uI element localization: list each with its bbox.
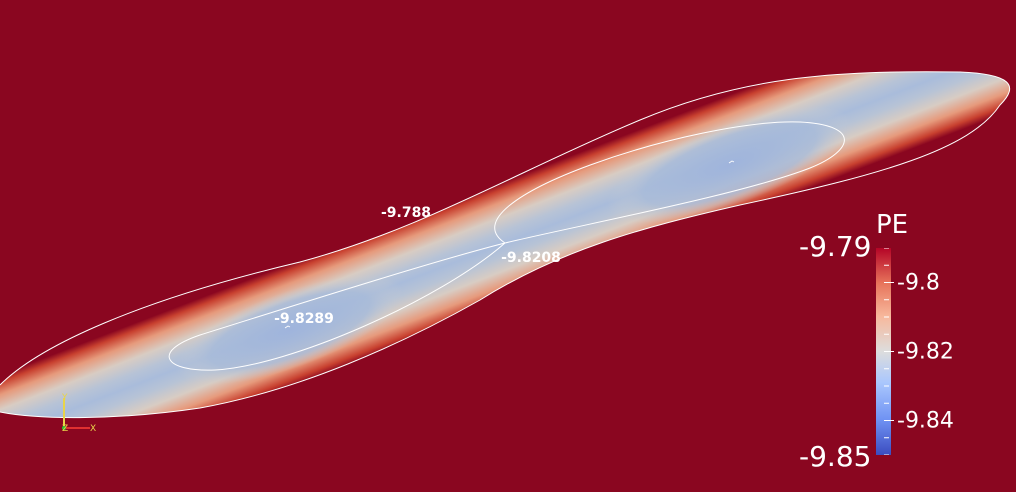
contour-label-inner: -9.8208 — [501, 250, 561, 266]
contour-label-outer: -9.788 — [380, 205, 432, 221]
contour-inner — [168, 121, 845, 371]
orientation-axes: Y X Z — [61, 393, 96, 434]
legend-title: PE — [876, 210, 909, 240]
colorbar-tick-label: -9.8 — [897, 270, 940, 295]
legend-max-label: -9.79 — [799, 230, 872, 263]
contour-outer — [0, 71, 1011, 419]
core-lobe-right — [607, 106, 853, 224]
minimum-marker-right — [728, 160, 735, 164]
minimum-marker-left — [284, 325, 291, 329]
y-axis-label: Y — [61, 393, 68, 403]
x-axis-label: X — [90, 424, 96, 434]
contour-label-minimum: -9.8289 — [274, 311, 334, 327]
legend-min-label: -9.85 — [799, 440, 872, 473]
z-axis-label: Z — [62, 424, 68, 434]
colorbar-tick-label: -9.84 — [897, 408, 954, 433]
z-axis-dot — [62, 426, 66, 430]
core-lobe-left — [176, 275, 404, 385]
colorbar-ticks — [884, 248, 894, 455]
colorbar-tick-label: -9.82 — [897, 339, 954, 364]
